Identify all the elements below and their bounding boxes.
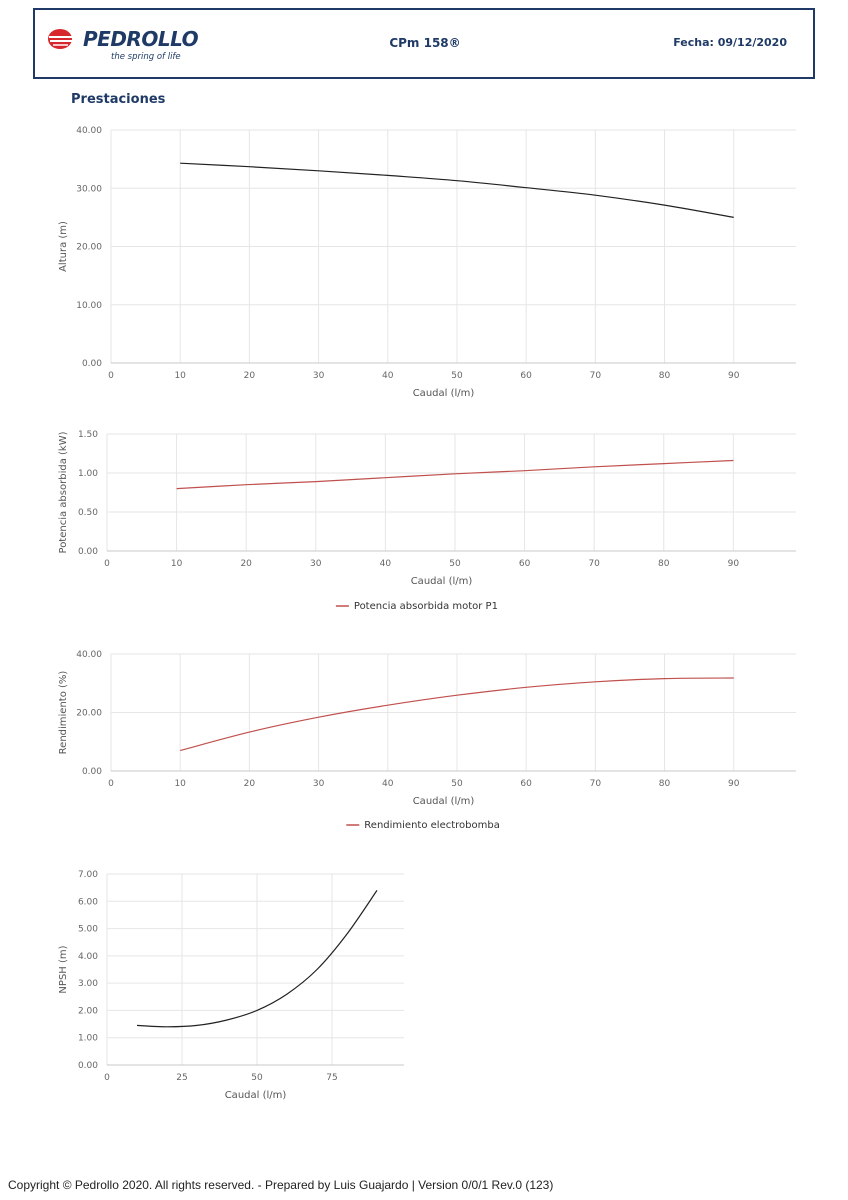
y-tick-label: 40.00 — [76, 126, 102, 136]
x-axis-label: Caudal (l/m) — [411, 576, 473, 587]
y-tick-label: 20.00 — [76, 709, 102, 719]
x-tick-label: 75 — [326, 1073, 337, 1083]
y-tick-label: 20.00 — [76, 243, 102, 253]
y-tick-label: 1.00 — [78, 469, 98, 479]
report-date: Fecha: 09/12/2020 — [673, 36, 787, 49]
brand-name: PEDROLLO — [83, 27, 199, 51]
legend-label: Potencia absorbida motor P1 — [354, 601, 498, 612]
y-tick-label: 7.00 — [78, 870, 98, 880]
x-tick-label: 70 — [590, 371, 602, 381]
x-tick-label: 25 — [176, 1073, 187, 1083]
y-tick-label: 3.00 — [78, 979, 98, 989]
y-axis-label: Altura (m) — [58, 221, 69, 272]
x-tick-label: 80 — [658, 559, 670, 569]
x-tick-label: 80 — [659, 779, 671, 789]
x-tick-label: 70 — [588, 559, 600, 569]
section-title: Prestaciones — [71, 92, 166, 107]
y-axis-label: Rendimiento (%) — [58, 671, 69, 755]
npsh-flow-chart: 0 25 50 75 0.00 1.00 2.00 3.00 4.00 5.00 6.00 7.00 C… — [0, 866, 848, 1111]
y-tick-label: 0.00 — [82, 767, 102, 777]
x-tick-label: 20 — [244, 371, 256, 381]
chart-svg: 0 10 20 30 40 50 60 70 80 90 0.00 10.00 20.00 30.00 40… — [58, 126, 796, 399]
x-axis-label: Caudal (l/m) — [413, 388, 475, 399]
x-tick-label: 30 — [313, 779, 325, 789]
pedrollo-logo: PEDROLLO the spring of life — [47, 24, 217, 66]
head-flow-chart: 0 10 20 30 40 50 60 70 80 90 0.00 10.00 20.00 30.00 40… — [0, 118, 848, 408]
x-tick-label: 90 — [728, 559, 740, 569]
y-tick-label: 30.00 — [76, 184, 102, 194]
report-header: PEDROLLO the spring of life CPm 158® Fec… — [33, 8, 815, 79]
x-tick-label: 10 — [174, 779, 186, 789]
x-tick-label: 20 — [244, 779, 256, 789]
x-axis-label: Caudal (l/m) — [225, 1090, 287, 1101]
x-tick-label: 0 — [104, 559, 110, 569]
pump-model: CPm 158® — [389, 36, 461, 50]
x-tick-label: 10 — [171, 559, 183, 569]
y-tick-label: 6.00 — [78, 897, 98, 907]
x-tick-label: 20 — [240, 559, 252, 569]
x-tick-label: 50 — [451, 779, 463, 789]
brand-tagline: the spring of life — [111, 52, 181, 62]
pedrollo-logo-mark-icon — [48, 29, 73, 49]
y-tick-label: 5.00 — [78, 925, 98, 935]
y-tick-label: 0.00 — [78, 1061, 98, 1071]
x-tick-label: 0 — [108, 779, 114, 789]
x-tick-label: 90 — [728, 779, 740, 789]
x-tick-label: 40 — [382, 371, 394, 381]
y-axis-label: NPSH (m) — [58, 945, 69, 993]
x-tick-label: 30 — [310, 559, 322, 569]
x-tick-label: 0 — [104, 1073, 110, 1083]
chart-svg: 0 10 20 30 40 50 60 70 80 90 0.00 0.50 1.00 1.50 Cauda… — [58, 430, 796, 612]
x-tick-label: 10 — [174, 371, 186, 381]
y-tick-label: 40.00 — [76, 650, 102, 660]
y-tick-label: 2.00 — [78, 1006, 98, 1016]
y-tick-label: 1.00 — [78, 1034, 98, 1044]
chart-svg: 0 10 20 30 40 50 60 70 80 90 0.00 20.00 40.00 Caudal … — [58, 650, 796, 831]
y-tick-label: 4.00 — [78, 952, 98, 962]
x-tick-label: 30 — [313, 371, 325, 381]
y-tick-label: 0.00 — [82, 359, 102, 369]
legend-label: Rendimiento electrobomba — [364, 820, 500, 831]
x-tick-label: 40 — [380, 559, 392, 569]
x-tick-label: 50 — [451, 371, 463, 381]
x-tick-label: 60 — [519, 559, 531, 569]
x-tick-label: 50 — [251, 1073, 263, 1083]
series-line — [136, 890, 378, 1028]
series-line — [176, 459, 734, 490]
power-flow-chart: 0 10 20 30 40 50 60 70 80 90 0.00 0.50 1.00 1.50 Cauda… — [0, 425, 848, 625]
x-tick-label: 60 — [520, 779, 532, 789]
y-tick-label: 10.00 — [76, 301, 102, 311]
series-line — [180, 162, 734, 218]
x-tick-label: 80 — [659, 371, 671, 381]
x-tick-label: 50 — [449, 559, 461, 569]
y-tick-label: 0.00 — [78, 547, 98, 557]
chart-svg: 0 25 50 75 0.00 1.00 2.00 3.00 4.00 5.00 6.00 7.00 C… — [58, 870, 404, 1101]
x-tick-label: 90 — [728, 371, 740, 381]
x-axis-label: Caudal (l/m) — [413, 796, 475, 807]
y-tick-label: 0.50 — [78, 508, 98, 518]
x-tick-label: 60 — [520, 371, 532, 381]
y-tick-label: 1.50 — [78, 430, 98, 440]
footer-copyright: Copyright © Pedrollo 2020. All rights re… — [8, 1178, 554, 1192]
x-tick-label: 40 — [382, 779, 394, 789]
y-axis-label: Potencia absorbida (kW) — [58, 431, 69, 553]
x-tick-label: 0 — [108, 371, 114, 381]
efficiency-flow-chart: 0 10 20 30 40 50 60 70 80 90 0.00 20.00 40.00 Caudal … — [0, 645, 848, 845]
x-tick-label: 70 — [590, 779, 602, 789]
series-line — [180, 677, 734, 752]
